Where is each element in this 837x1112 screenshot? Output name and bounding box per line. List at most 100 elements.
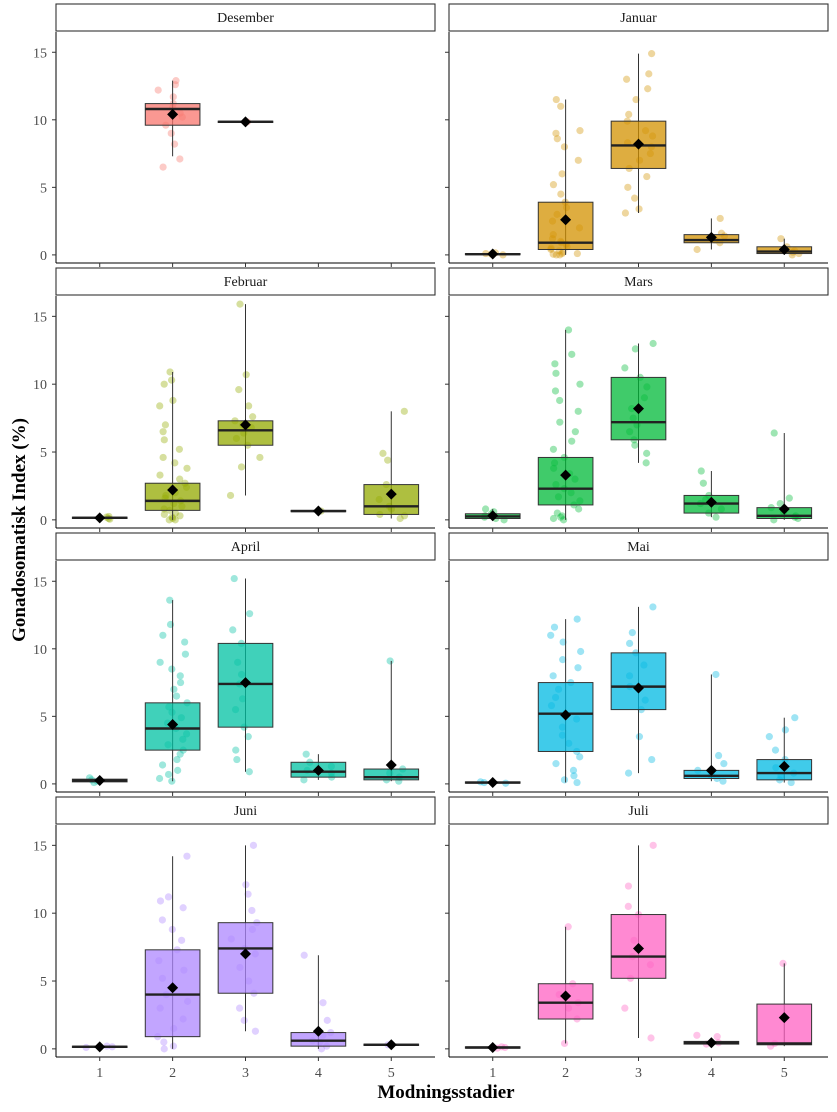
data-point <box>159 453 167 462</box>
y-tick-label: 15 <box>33 839 47 854</box>
data-point <box>777 235 785 243</box>
facet-panel: Juli 1 2 3 4 5 <box>445 796 829 1081</box>
y-tick-label: 0 <box>40 778 47 793</box>
facet-strip <box>55 532 436 561</box>
data-point <box>693 245 701 254</box>
data-point <box>175 445 183 453</box>
data-point <box>550 623 559 631</box>
data-point <box>176 512 184 520</box>
data-point <box>560 143 569 151</box>
data-point <box>560 776 569 784</box>
data-point <box>237 463 246 471</box>
data-point <box>556 251 564 259</box>
data-point <box>776 499 784 508</box>
data-point <box>693 1031 701 1039</box>
data-point <box>256 453 264 462</box>
data-point <box>164 893 173 901</box>
data-point <box>791 714 799 722</box>
mean-marker <box>778 760 790 772</box>
data-point <box>300 776 308 784</box>
mean-marker <box>705 1037 717 1049</box>
facet-title: Juni <box>234 804 257 819</box>
facet-strip <box>55 267 436 296</box>
data-point <box>159 428 167 436</box>
mean-marker <box>385 759 397 771</box>
data-point <box>649 339 657 348</box>
data-point <box>720 760 728 768</box>
data-point <box>169 93 177 101</box>
data-point <box>229 626 237 634</box>
mean-marker <box>385 1039 397 1051</box>
data-point <box>628 628 636 637</box>
mean-marker <box>94 1041 106 1053</box>
data-point <box>557 102 565 110</box>
data-point <box>568 350 576 358</box>
facet-panel: Februar 0 5 10 15 <box>33 267 436 532</box>
data-point <box>317 1045 326 1053</box>
facet-title: Mars <box>624 275 653 290</box>
mean-marker <box>312 1025 324 1037</box>
facet-title: Desember <box>217 11 274 26</box>
data-point <box>648 755 656 764</box>
data-point <box>176 750 184 758</box>
y-tick-label: 0 <box>40 249 47 264</box>
mean-marker <box>94 775 106 787</box>
data-point <box>781 726 789 734</box>
x-tick-label: 5 <box>781 1066 788 1081</box>
data-point <box>626 639 634 648</box>
data-point <box>547 631 555 639</box>
data-point <box>631 345 639 353</box>
data-point <box>552 369 560 377</box>
data-point <box>244 733 252 741</box>
x-tick-label: 2 <box>562 1066 569 1081</box>
data-point <box>621 209 630 217</box>
data-point <box>719 777 727 785</box>
data-point <box>765 733 773 741</box>
facet-title: Januar <box>620 11 657 26</box>
mean-marker <box>633 403 644 415</box>
mean-marker <box>167 484 179 496</box>
mean-marker <box>778 503 790 515</box>
mean-marker <box>487 1042 499 1054</box>
mean-marker <box>778 243 790 255</box>
data-point <box>552 95 560 104</box>
mean-marker <box>240 419 251 431</box>
data-point <box>179 904 187 912</box>
data-point <box>165 516 173 524</box>
data-point <box>574 156 582 164</box>
data-point <box>624 882 633 890</box>
data-point <box>230 574 238 583</box>
mean-marker <box>240 116 251 128</box>
data-point <box>556 396 564 405</box>
facet-panel: Januar <box>445 3 829 267</box>
mean-marker <box>487 248 499 260</box>
data-point <box>576 753 584 761</box>
data-point <box>647 1034 655 1042</box>
data-point <box>386 657 394 665</box>
mean-marker <box>778 1012 790 1024</box>
data-point <box>176 672 184 680</box>
x-tick-label: 3 <box>635 1066 642 1081</box>
x-tick-label: 4 <box>315 1066 322 1081</box>
data-point <box>787 778 795 787</box>
mean-marker <box>487 510 499 522</box>
mean-marker <box>94 512 106 524</box>
data-point <box>245 768 253 776</box>
mean-marker <box>312 505 324 517</box>
data-point <box>171 81 179 89</box>
y-tick-label: 10 <box>33 643 47 658</box>
mean-marker <box>560 469 572 481</box>
data-point <box>552 760 560 768</box>
mean-marker <box>705 764 717 776</box>
data-point <box>183 464 191 472</box>
data-point <box>551 387 560 395</box>
data-point <box>168 376 176 384</box>
data-point <box>160 510 168 519</box>
data-point <box>156 897 165 905</box>
data-point <box>481 505 490 513</box>
facet-panel: Desember 0 5 10 15 <box>33 3 436 267</box>
data-point <box>559 638 567 646</box>
data-point <box>160 380 168 388</box>
data-point <box>631 194 639 202</box>
data-point <box>176 475 184 483</box>
